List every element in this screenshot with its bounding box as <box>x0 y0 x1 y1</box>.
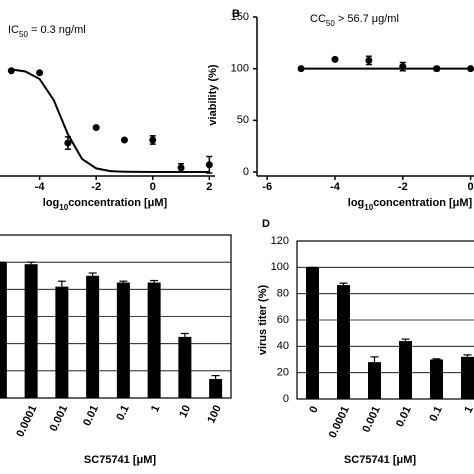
marker <box>177 164 185 172</box>
bar <box>430 359 443 399</box>
x-tick-label: -2 <box>398 181 408 193</box>
x-tick-label: 2 <box>206 181 212 193</box>
annotation-parts: CC50 > 56.7 μg/ml <box>310 13 399 28</box>
x-tick-label: 0.01 <box>394 404 414 428</box>
marker <box>331 55 339 63</box>
y-tick-label: 0 <box>243 166 249 178</box>
bar <box>147 282 161 398</box>
text-part: CC <box>310 13 326 25</box>
y-tick-label: 20 <box>277 367 289 379</box>
bar <box>337 285 350 399</box>
plot-frame <box>0 234 232 399</box>
bar <box>368 362 381 399</box>
x-tick-label: 0 <box>307 404 320 415</box>
annotation-parts: IC50 = 0.3 ng/ml <box>8 24 86 39</box>
x-axis-label: SC75741 [μM] <box>344 454 416 466</box>
x-tick-label: 0 <box>468 181 474 193</box>
text-part: 10 <box>59 203 68 212</box>
marker <box>120 136 128 144</box>
x-tick-label: -6 <box>262 181 272 193</box>
x-tick-label: 1 <box>462 404 474 415</box>
panel-label: B <box>232 8 240 20</box>
bar <box>0 262 7 398</box>
y-tick-label: 100 <box>271 261 289 273</box>
text-part: concentration [μM] <box>68 197 167 209</box>
y-tick-label: 50 <box>237 114 249 126</box>
y-tick-label: 40 <box>277 340 289 352</box>
x-tick-label: 1 <box>149 403 162 414</box>
text-part: > 56.7 μg/ml <box>335 13 399 25</box>
marker <box>36 69 44 77</box>
x-tick-label: 0.0001 <box>327 404 352 440</box>
text-part: IC <box>8 24 19 36</box>
x-tick-label: -2 <box>91 181 101 193</box>
x-tick-label: 0.1 <box>114 403 131 422</box>
x-tick-label: 0.0001 <box>14 403 39 439</box>
plot-frame <box>296 240 474 400</box>
marker <box>149 136 157 144</box>
text-part: = 0.3 ng/ml <box>28 24 86 36</box>
text-part: log <box>348 197 365 209</box>
marker <box>365 56 373 64</box>
bar <box>399 341 412 399</box>
text-part: 50 <box>326 19 335 28</box>
y-tick-label: 150 <box>231 11 249 23</box>
panel-label: D <box>262 218 270 230</box>
text-part: log <box>43 197 60 209</box>
text-part: 10 <box>364 203 373 212</box>
x-tick-label: 0.001 <box>48 403 71 433</box>
x-tick-label: 0.001 <box>360 404 383 434</box>
y-tick-label: 0 <box>283 393 289 405</box>
y-axis-label: viability (%) <box>207 64 219 125</box>
marker <box>205 161 213 169</box>
x-tick-label: 100 <box>205 403 224 425</box>
bar <box>461 356 474 399</box>
text-part: concentration [μM] <box>373 197 472 209</box>
x-axis-label: SC75741 [μM] <box>84 454 156 466</box>
fit-line <box>11 68 210 173</box>
y-axis-label: virus titer (%) <box>257 285 269 356</box>
x-tick-label: 0 <box>150 181 156 193</box>
x-tick-label: -4 <box>35 181 46 193</box>
x-tick-label: 0.01 <box>81 403 101 427</box>
x-tick-label: 10 <box>177 403 193 419</box>
bar <box>55 286 69 398</box>
bar <box>86 275 100 398</box>
marker <box>64 139 72 147</box>
bar <box>116 282 130 398</box>
xlabel-parts: log10concentration [μM] <box>348 197 473 212</box>
marker <box>92 124 100 132</box>
bar <box>178 336 192 398</box>
text-part: 50 <box>19 30 28 39</box>
xlabel-parts: log10concentration [μM] <box>43 197 168 212</box>
bar <box>306 267 319 399</box>
x-tick-label: 0.1 <box>428 404 445 423</box>
y-tick-label: 100 <box>231 63 249 75</box>
x-tick-label: -4 <box>330 181 341 193</box>
y-tick-label: 120 <box>271 235 289 247</box>
y-tick-label: 60 <box>277 314 289 326</box>
bar <box>24 264 38 398</box>
bar <box>209 378 223 398</box>
y-tick-label: 80 <box>277 288 289 300</box>
